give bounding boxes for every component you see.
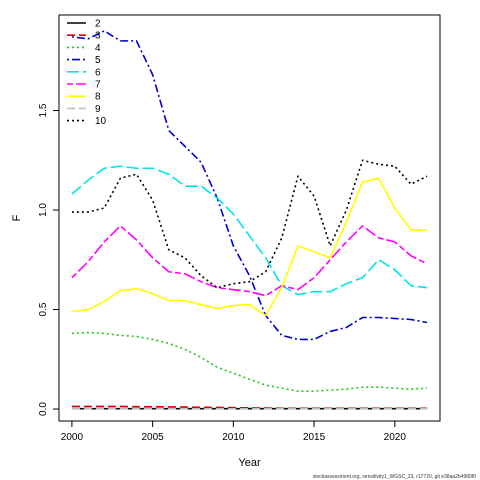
y-tick-label: 0.0	[38, 402, 49, 416]
legend-label-8: 8	[95, 92, 101, 103]
x-axis: 2000 2005 2010 2015 2020	[61, 420, 407, 443]
x-tick-label: 2010	[222, 432, 245, 443]
legend-label-9: 9	[95, 104, 101, 115]
series-line-8	[71, 177, 428, 317]
series-line-7	[71, 225, 428, 297]
series-line-6	[71, 165, 428, 296]
y-tick-label: 1.0	[38, 203, 49, 217]
x-axis-title: Year	[238, 457, 261, 469]
y-axis-title: F	[11, 214, 23, 221]
source-note: stockassessment.org, sensitivity1_WGSC_2…	[313, 474, 477, 480]
x-tick-label: 2000	[61, 432, 84, 443]
legend-label-4: 4	[95, 43, 101, 54]
x-tick-label: 2015	[303, 432, 326, 443]
x-tick-label: 2020	[384, 432, 407, 443]
legend-label-2: 2	[95, 19, 101, 30]
legend-label-10: 10	[95, 116, 107, 127]
x-tick-label: 2005	[142, 432, 165, 443]
series-layer	[71, 30, 428, 410]
y-axis: 0.0 0.5 1.0 1.5	[38, 103, 60, 416]
y-tick-label: 0.5	[38, 302, 49, 316]
legend-label-6: 6	[95, 67, 101, 78]
series-line-4	[71, 331, 428, 392]
series-line-10	[71, 159, 428, 289]
legend-label-5: 5	[95, 55, 101, 66]
legend-label-7: 7	[95, 80, 101, 91]
legend-label-3: 3	[95, 31, 101, 42]
y-tick-label: 1.5	[38, 103, 49, 117]
